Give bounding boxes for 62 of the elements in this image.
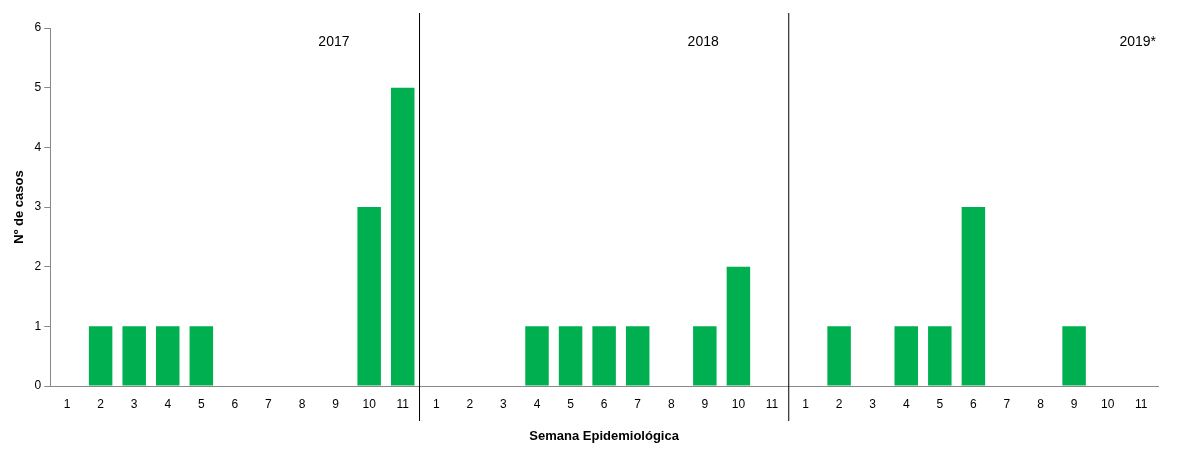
x-tick-label: 10 — [362, 396, 377, 411]
bar — [827, 326, 851, 386]
x-tick-label: 7 — [1003, 396, 1011, 411]
x-tick-label: 6 — [600, 396, 608, 411]
bar — [1062, 326, 1086, 386]
y-axis-title: Nº de casos — [11, 170, 27, 244]
bar — [525, 326, 549, 386]
bar — [894, 326, 918, 386]
x-tick-label: 10 — [1100, 396, 1115, 411]
bar — [88, 326, 113, 386]
x-tick-label: 6 — [231, 396, 239, 411]
y-tick-label: 1 — [34, 318, 42, 333]
x-tick-label: 8 — [667, 396, 675, 411]
x-tick-label: 8 — [1037, 396, 1045, 411]
bar — [726, 266, 751, 386]
bar — [625, 326, 650, 386]
x-tick-label: 3 — [130, 396, 138, 411]
y-tick-label: 6 — [34, 20, 42, 35]
x-tick-label: 3 — [869, 396, 877, 411]
x-tick-label: 8 — [298, 396, 306, 411]
bar — [961, 207, 986, 386]
bar — [122, 326, 146, 386]
x-tick-label: 5 — [567, 396, 575, 411]
x-tick-label: 1 — [63, 396, 71, 411]
x-axis-title: Semana Epidemiológica — [529, 427, 680, 443]
bar — [928, 326, 952, 386]
y-tick-label: 5 — [34, 79, 42, 94]
x-tick-label: 11 — [765, 396, 779, 411]
annotation: 2019* — [1119, 32, 1157, 49]
x-tick-label: 5 — [197, 396, 205, 411]
x-tick-label: 7 — [634, 396, 642, 411]
x-tick-label: 4 — [902, 396, 910, 411]
x-tick-label: 9 — [701, 396, 709, 411]
x-tick-label: 1 — [432, 396, 440, 411]
x-tick-label: 10 — [731, 396, 746, 411]
bar — [156, 326, 180, 386]
bar — [357, 207, 381, 386]
annotation: 2018 — [687, 32, 719, 49]
x-tick-label: 9 — [1070, 396, 1078, 411]
x-tick-label: 3 — [500, 396, 508, 411]
x-tick-label: 11 — [1134, 396, 1148, 411]
bar — [592, 326, 616, 386]
y-tick-label: 3 — [34, 199, 42, 214]
x-tick-label: 2 — [835, 396, 843, 411]
bar — [693, 326, 717, 386]
x-tick-label: 1 — [802, 396, 810, 411]
bar — [189, 326, 214, 386]
x-tick-label: 4 — [164, 396, 172, 411]
x-tick-label: 11 — [396, 396, 410, 411]
x-tick-label: 9 — [332, 396, 340, 411]
x-tick-label: 6 — [970, 396, 978, 411]
x-tick-label: 7 — [265, 396, 273, 411]
x-tick-label: 2 — [466, 396, 474, 411]
y-tick-label: 0 — [34, 378, 42, 393]
annotation: 2017 — [318, 32, 350, 49]
x-tick-label: 4 — [533, 396, 541, 411]
bar — [558, 326, 583, 386]
y-tick-label: 2 — [34, 258, 42, 273]
bar — [390, 87, 415, 386]
x-tick-label: 5 — [936, 396, 944, 411]
x-tick-label: 2 — [97, 396, 105, 411]
y-tick-label: 4 — [34, 139, 42, 154]
